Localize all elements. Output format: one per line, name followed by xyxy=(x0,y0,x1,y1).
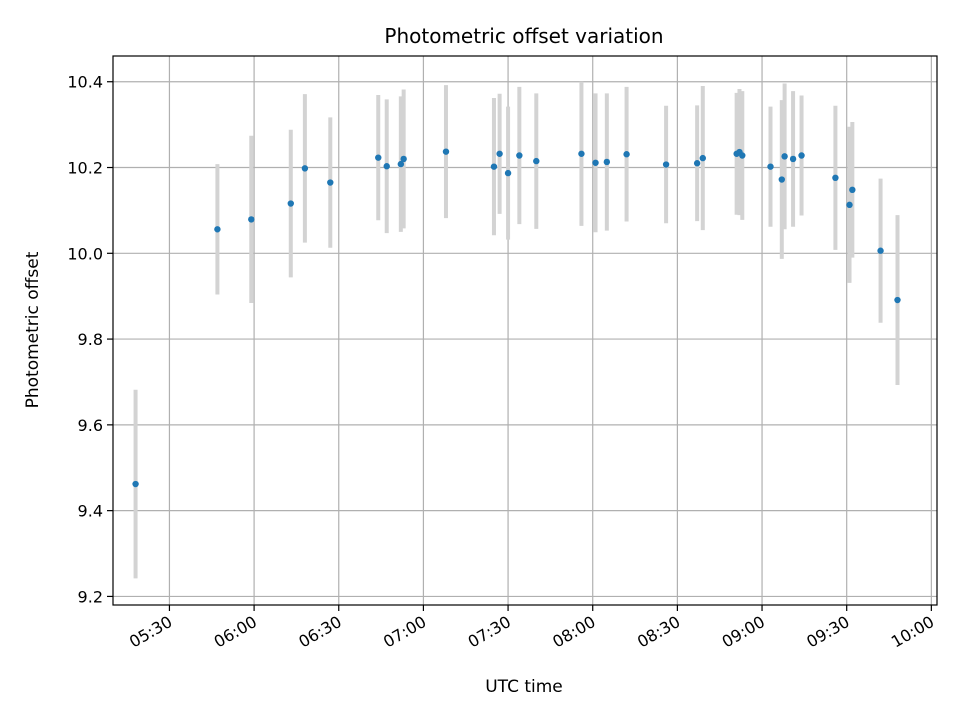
data-point xyxy=(442,148,450,155)
data-point xyxy=(877,247,884,254)
data-point xyxy=(623,151,630,158)
data-point xyxy=(699,154,706,162)
data-point xyxy=(592,159,599,166)
data-point xyxy=(849,186,856,194)
grid xyxy=(113,56,937,605)
y-tick-label: 10.2 xyxy=(67,159,103,178)
data-point xyxy=(739,152,746,159)
data-point xyxy=(516,152,523,159)
data-point xyxy=(789,155,797,163)
data-point xyxy=(504,169,512,177)
y-tick-label: 9.8 xyxy=(78,330,103,349)
data-point xyxy=(496,150,503,157)
data-point xyxy=(832,174,839,182)
data-point xyxy=(375,154,382,161)
data-point xyxy=(214,226,221,233)
chart-title: Photometric offset variation xyxy=(384,24,663,48)
data-point xyxy=(846,201,853,209)
data-point xyxy=(397,160,405,168)
y-axis-title: Photometric offset xyxy=(23,251,43,408)
plot-frame xyxy=(112,55,938,606)
y-axis: 9.2 9.4 9.6 9.8 10.0 10.2 10.4 xyxy=(67,73,113,606)
data-point xyxy=(327,179,334,186)
data-point xyxy=(578,150,585,157)
data-point xyxy=(894,296,901,304)
y-tick-label: 9.4 xyxy=(78,502,103,521)
data-point xyxy=(533,157,540,165)
data-point xyxy=(693,160,701,167)
x-axis-title: UTC time xyxy=(485,677,563,697)
data-points xyxy=(132,148,901,488)
data-point xyxy=(132,480,139,488)
data-point xyxy=(798,152,805,159)
data-point xyxy=(781,153,788,160)
data-point xyxy=(248,216,255,223)
data-point xyxy=(767,163,774,170)
data-point xyxy=(383,163,390,170)
data-point xyxy=(662,161,670,168)
data-point xyxy=(301,165,309,172)
data-point xyxy=(603,158,611,166)
data-point xyxy=(778,176,785,183)
data-point xyxy=(287,200,294,207)
data-point xyxy=(400,155,407,163)
y-tick-label: 10.4 xyxy=(67,73,103,92)
y-tick-label: 9.6 xyxy=(78,416,103,435)
data-point xyxy=(490,163,498,170)
y-tick-label: 9.2 xyxy=(78,587,103,606)
y-tick-label: 10.0 xyxy=(67,244,103,263)
